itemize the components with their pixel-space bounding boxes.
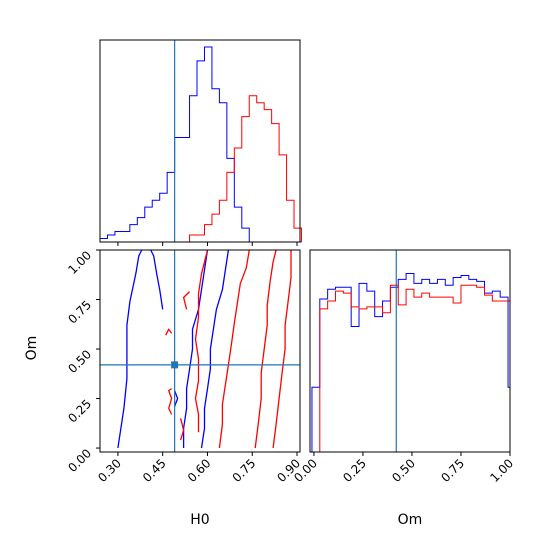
joint-contour-0: [117, 249, 143, 449]
om-x-tick-label: 0.25: [340, 456, 369, 485]
joint-y-tick-label: 0.00: [65, 446, 94, 475]
joint-x-tick-label: 0.60: [185, 456, 214, 485]
h0-marginal-frame: [99, 39, 301, 243]
om-x-tick-label: 0.50: [389, 456, 418, 485]
joint-y-tick-label: 0.75: [65, 298, 94, 327]
joint-truth-marker: [171, 361, 179, 369]
om-histogram-series-1: [311, 284, 511, 453]
om-marginal-frame: [309, 249, 511, 453]
h0-histogram-series-1: [100, 95, 302, 243]
joint-contour-3: [200, 249, 230, 449]
om-axis-label-y: Om: [24, 336, 40, 361]
h0-om-joint-contour-panel: 0.30 0.45 0.60 0.75 0.900.000.250.500.751.00: [65, 248, 303, 485]
h0-axis-label: H0: [190, 512, 209, 528]
joint-contour-4: [173, 390, 179, 407]
joint-x-tick-label: 0.30: [95, 456, 124, 485]
joint-frame: [99, 249, 301, 453]
om-histogram-series-0: [311, 273, 511, 452]
joint-contour-5: [168, 388, 173, 415]
om-x-tick-label: 0.75: [438, 456, 467, 485]
joint-contour-7: [194, 249, 209, 433]
joint-contour-11: [182, 291, 191, 310]
om-marginal-histogram: 0.00 0.25 0.50 0.75 1.00: [291, 249, 516, 485]
h0-marginal-histogram: [99, 39, 302, 246]
joint-x-tick-label: 0.75: [230, 456, 259, 485]
joint-y-tick-label: 0.50: [65, 347, 94, 376]
joint-y-tick-label: 0.25: [65, 397, 94, 426]
joint-contour-8: [218, 249, 250, 449]
joint-x-tick-label: 0.45: [140, 456, 169, 485]
joint-y-tick-label: 1.00: [65, 248, 94, 277]
joint-contour-6: [179, 418, 185, 441]
joint-contour-12: [165, 328, 173, 336]
joint-contour-10: [272, 250, 292, 449]
joint-contour-9: [254, 249, 277, 449]
om-x-tick-label: 1.00: [487, 456, 516, 485]
om-axis-label-x: Om: [398, 512, 423, 528]
h0-histogram-series-0: [99, 46, 302, 243]
joint-contour-1: [150, 249, 164, 310]
joint-contour-2: [182, 249, 209, 448]
